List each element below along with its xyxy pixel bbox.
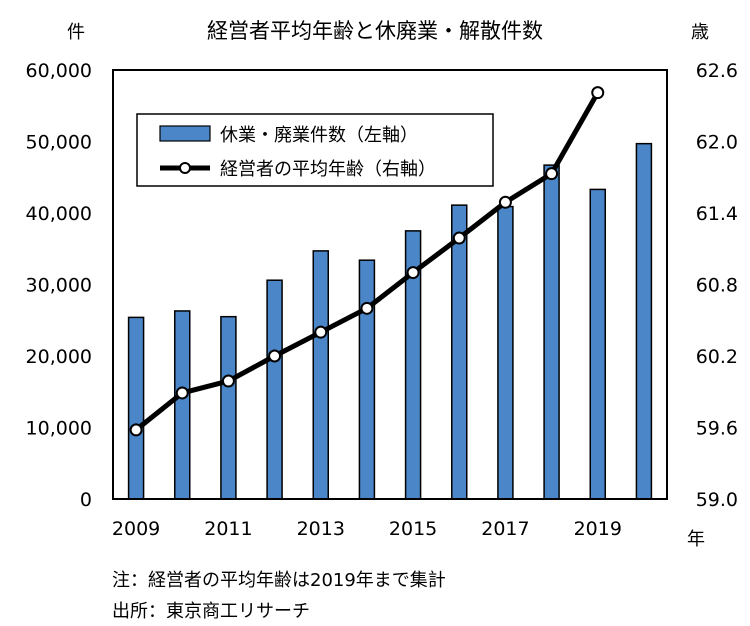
x-tick-label: 2015 — [389, 518, 437, 540]
right-tick-label: 60.2 — [696, 346, 738, 368]
left-axis-ticks: 0 10,000 20,000 30,000 40,000 50,000 60,000 — [26, 60, 92, 511]
left-tick-label: 20,000 — [26, 346, 92, 368]
bar — [451, 204, 468, 500]
right-tick-label: 59.0 — [696, 489, 738, 511]
left-tick-label: 50,000 — [26, 132, 92, 154]
x-axis-ticks: 2009 2011 2013 2015 2017 2019 — [112, 518, 622, 540]
chart-title: 経営者平均年齢と休廃業・解散件数 — [207, 19, 543, 43]
left-tick-label: 30,000 — [26, 275, 92, 297]
line-point — [314, 325, 328, 339]
right-tick-label: 60.8 — [696, 275, 738, 297]
right-tick-label: 62.0 — [696, 132, 738, 154]
line-point — [406, 266, 420, 280]
left-tick-label: 60,000 — [26, 60, 92, 82]
legend-bar-swatch — [159, 125, 211, 142]
line-point — [175, 386, 189, 400]
x-tick-label: 2019 — [574, 518, 622, 540]
right-tick-label: 62.6 — [696, 60, 738, 82]
bar — [312, 250, 329, 500]
left-tick-label: 0 — [80, 489, 92, 511]
left-tick-label: 10,000 — [26, 418, 92, 440]
line-point — [591, 86, 605, 100]
bar — [127, 316, 145, 500]
line-point — [545, 167, 559, 181]
x-tick-label: 2013 — [297, 518, 345, 540]
line-point — [498, 195, 512, 209]
right-tick-label: 61.4 — [696, 203, 738, 225]
right-tick-label: 59.6 — [696, 418, 738, 440]
bar — [543, 164, 560, 500]
x-tick-label: 2009 — [112, 518, 160, 540]
line-point — [360, 301, 374, 315]
x-tick-label: 2011 — [204, 518, 252, 540]
right-axis-ticks: 59.0 59.6 60.2 60.8 61.4 62.0 62.6 — [696, 60, 738, 511]
plot-frame — [112, 69, 668, 500]
legend-line-label: 経営者の平均年齢（右軸） — [220, 159, 436, 180]
bar — [497, 205, 514, 500]
left-axis-unit: 件 — [67, 22, 85, 43]
bar — [266, 279, 283, 500]
legend-line-marker — [179, 162, 191, 174]
bar — [220, 315, 237, 500]
line-point — [221, 374, 235, 388]
line-point — [268, 349, 282, 363]
x-axis-unit: 年 — [687, 529, 705, 550]
footnote: 注：経営者の平均年齢は2019年まで集計 — [112, 570, 446, 591]
right-axis-unit: 歳 — [691, 22, 709, 43]
chart: 経営者平均年齢と休廃業・解散件数 件 歳 年 0 10,000 20,000 30,0… — [26, 19, 738, 550]
legend: 休業・廃業件数（左軸） 経営者の平均年齢（右軸） — [136, 113, 494, 187]
source-note: 出所：東京商工リサーチ — [112, 601, 310, 622]
bar — [174, 310, 191, 500]
line-point — [452, 231, 466, 245]
line-series — [129, 86, 605, 437]
left-tick-label: 40,000 — [26, 203, 92, 225]
bar — [635, 142, 653, 500]
bar — [589, 188, 606, 500]
legend-bar-label: 休業・廃業件数（左軸） — [220, 125, 418, 146]
line-point — [129, 423, 143, 437]
bar — [358, 259, 376, 500]
x-tick-label: 2017 — [481, 518, 529, 540]
